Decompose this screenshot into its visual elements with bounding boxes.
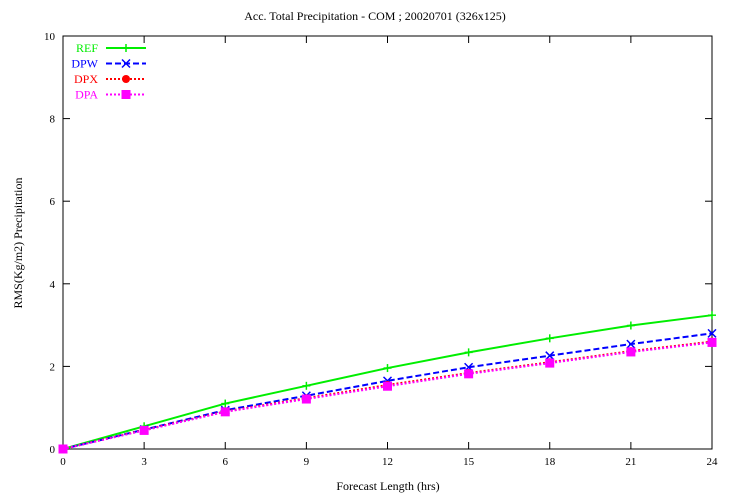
y-tick-label: 8 [50, 114, 56, 126]
x-tick-label: 24 [707, 456, 719, 468]
data-point-dpa [707, 337, 717, 347]
legend-label-dpw: DPW [71, 57, 98, 71]
chart-title: Acc. Total Precipitation - COM ; 2002070… [244, 9, 506, 23]
x-tick-label: 21 [625, 456, 636, 468]
data-point-dpa [220, 407, 230, 417]
x-axis-label: Forecast Length (hrs) [336, 479, 439, 493]
data-point-dpw [707, 328, 717, 338]
y-tick-label: 0 [50, 444, 56, 456]
x-tick-label: 18 [544, 456, 556, 468]
data-point-ref [464, 348, 473, 357]
x-tick-label: 15 [463, 456, 475, 468]
y-tick-label: 2 [50, 361, 56, 373]
data-point-ref [383, 364, 392, 373]
data-point-dpa [139, 425, 149, 435]
x-tick-label: 9 [304, 456, 310, 468]
data-point-dpa [58, 444, 68, 454]
series-line-dpa [62, 341, 713, 450]
series-line-dpw [62, 332, 713, 450]
legend-label-dpa: DPA [75, 88, 98, 102]
legend-marker-dpw [121, 58, 131, 69]
x-tick-label: 3 [141, 456, 147, 468]
legend-label-ref: REF [76, 41, 98, 55]
x-tick-label: 0 [60, 456, 66, 468]
data-point-dpw [626, 339, 636, 349]
data-point-dpa [301, 394, 311, 404]
y-axis-label: RMS(Kg/m2) Precipitation [11, 178, 25, 309]
data-point-ref [545, 334, 554, 343]
x-tick-label: 12 [382, 456, 393, 468]
y-tick-label: 10 [44, 31, 56, 43]
data-point-dpa [545, 358, 555, 368]
data-point-dpa [383, 381, 392, 391]
data-point-dpa [464, 369, 474, 379]
legend-label-dpx: DPX [74, 72, 98, 86]
legend-marker-ref [122, 44, 130, 52]
data-point-ref [626, 321, 635, 330]
data-point-ref [708, 311, 716, 320]
data-point-dpw [545, 351, 555, 361]
y-tick-label: 4 [50, 279, 56, 291]
legend-marker-dpx [122, 75, 130, 83]
data-point-ref [221, 399, 230, 408]
y-tick-label: 6 [50, 196, 56, 208]
data-point-ref [302, 381, 311, 390]
data-point-dpa [626, 347, 636, 357]
legend-marker-dpa [121, 90, 131, 99]
x-tick-label: 6 [223, 456, 229, 468]
series-line-dpx [62, 340, 713, 450]
